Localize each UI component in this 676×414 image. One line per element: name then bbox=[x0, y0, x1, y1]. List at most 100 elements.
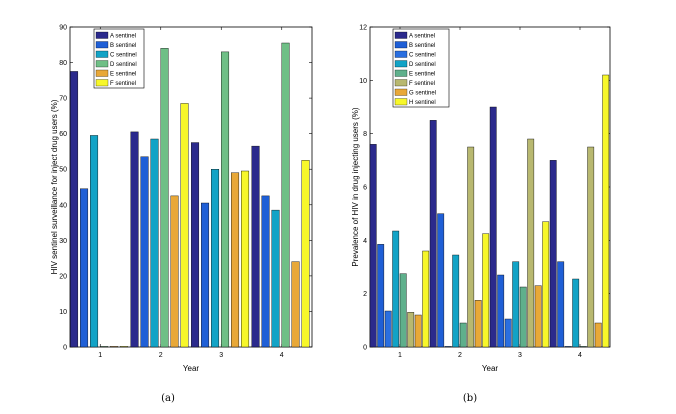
bar bbox=[221, 51, 230, 348]
bar bbox=[241, 170, 250, 348]
legend-label: E sentinel bbox=[110, 72, 136, 78]
legend-label: A sentinel bbox=[409, 34, 435, 40]
legend-swatch bbox=[394, 60, 408, 68]
bar bbox=[261, 195, 270, 348]
bar bbox=[519, 286, 527, 348]
bar bbox=[459, 322, 467, 348]
bar bbox=[392, 230, 400, 348]
x-axis-label: Year bbox=[482, 364, 499, 373]
bar bbox=[80, 188, 89, 348]
bar bbox=[110, 346, 119, 348]
bar bbox=[504, 318, 512, 348]
bar bbox=[482, 233, 490, 348]
bar bbox=[130, 131, 139, 348]
bar bbox=[291, 261, 300, 348]
legend-label: C sentinel bbox=[409, 53, 436, 59]
legend-label: D sentinel bbox=[409, 62, 436, 68]
legend-label: B sentinel bbox=[409, 43, 435, 49]
legend-label: H sentinel bbox=[409, 100, 436, 106]
legend-swatch bbox=[394, 41, 408, 49]
bar bbox=[534, 285, 542, 348]
legend-label: D sentinel bbox=[110, 62, 137, 68]
panel-caption: (a) bbox=[161, 393, 175, 404]
bar bbox=[579, 346, 587, 348]
plot-frame bbox=[69, 26, 313, 348]
bar bbox=[231, 172, 240, 348]
bar bbox=[201, 202, 210, 348]
y-tick-label: 12 bbox=[359, 25, 367, 32]
legend-swatch bbox=[394, 88, 408, 96]
bar bbox=[384, 310, 392, 348]
legend-swatch bbox=[394, 98, 408, 106]
bar bbox=[160, 48, 169, 348]
bar bbox=[100, 346, 109, 348]
bar bbox=[120, 346, 129, 348]
y-tick-label: 10 bbox=[359, 78, 367, 85]
legend-swatch bbox=[95, 31, 109, 39]
legend-swatch bbox=[394, 50, 408, 58]
bar bbox=[369, 144, 377, 348]
legend-label: E sentinel bbox=[409, 72, 435, 78]
bar bbox=[497, 274, 505, 348]
legend-swatch bbox=[95, 41, 109, 49]
y-tick-label: 0 bbox=[363, 345, 367, 352]
y-tick-label: 90 bbox=[59, 25, 67, 32]
x-tick-label: 2 bbox=[159, 352, 163, 359]
legend-swatch bbox=[394, 79, 408, 87]
bar bbox=[170, 195, 179, 348]
bar bbox=[444, 346, 452, 348]
y-tick-label: 4 bbox=[363, 238, 367, 245]
bar bbox=[452, 254, 460, 348]
y-tick-label: 2 bbox=[363, 291, 367, 298]
bar bbox=[70, 71, 79, 348]
y-tick-label: 8 bbox=[363, 131, 367, 138]
y-tick-label: 0 bbox=[63, 345, 67, 352]
bar bbox=[90, 135, 99, 348]
x-tick-label: 1 bbox=[398, 352, 402, 359]
legend-label: B sentinel bbox=[110, 43, 136, 49]
bar bbox=[211, 169, 220, 348]
bar bbox=[602, 74, 610, 348]
chart-panel-a: 0 10 20 30 40 50 60 70 80 90 1 2 3 4 Year HIV sentinel … bbox=[50, 25, 313, 404]
legend-swatch bbox=[95, 60, 109, 68]
bar bbox=[437, 213, 445, 348]
y-tick-label: 20 bbox=[59, 273, 67, 280]
bar bbox=[572, 278, 580, 348]
bar bbox=[422, 250, 430, 348]
x-tick-label: 3 bbox=[219, 352, 223, 359]
bar bbox=[512, 261, 520, 348]
bar bbox=[140, 156, 149, 348]
bar bbox=[594, 322, 602, 348]
legend-label: C sentinel bbox=[110, 53, 137, 59]
legend-label: F sentinel bbox=[409, 81, 435, 87]
y-tick-label: 10 bbox=[59, 309, 67, 316]
y-tick-label: 30 bbox=[59, 238, 67, 245]
y-axis-label: HIV sentinel surveillance for inject dru… bbox=[50, 99, 59, 274]
bar bbox=[301, 160, 310, 348]
x-tick-label: 4 bbox=[280, 352, 284, 359]
x-tick-label: 2 bbox=[458, 352, 462, 359]
bar bbox=[587, 146, 595, 348]
bar bbox=[251, 145, 260, 348]
bar bbox=[527, 138, 535, 348]
x-tick-label: 1 bbox=[98, 352, 102, 359]
bar bbox=[429, 120, 437, 348]
bar bbox=[467, 146, 475, 348]
bar bbox=[549, 160, 557, 348]
legend-box bbox=[93, 28, 145, 89]
y-tick-label: 70 bbox=[59, 96, 67, 103]
legend-swatch bbox=[95, 50, 109, 58]
panel-caption: (b) bbox=[463, 393, 477, 404]
bar bbox=[150, 138, 159, 348]
x-tick-label: 3 bbox=[518, 352, 522, 359]
bar bbox=[414, 314, 422, 348]
y-tick-label: 6 bbox=[363, 185, 367, 192]
x-axis-label: Year bbox=[183, 364, 200, 373]
y-tick-label: 40 bbox=[59, 202, 67, 209]
legend-swatch bbox=[394, 69, 408, 77]
legend-label: A sentinel bbox=[110, 34, 136, 40]
legend-swatch bbox=[95, 79, 109, 87]
bar bbox=[191, 142, 200, 348]
bar bbox=[180, 103, 189, 348]
